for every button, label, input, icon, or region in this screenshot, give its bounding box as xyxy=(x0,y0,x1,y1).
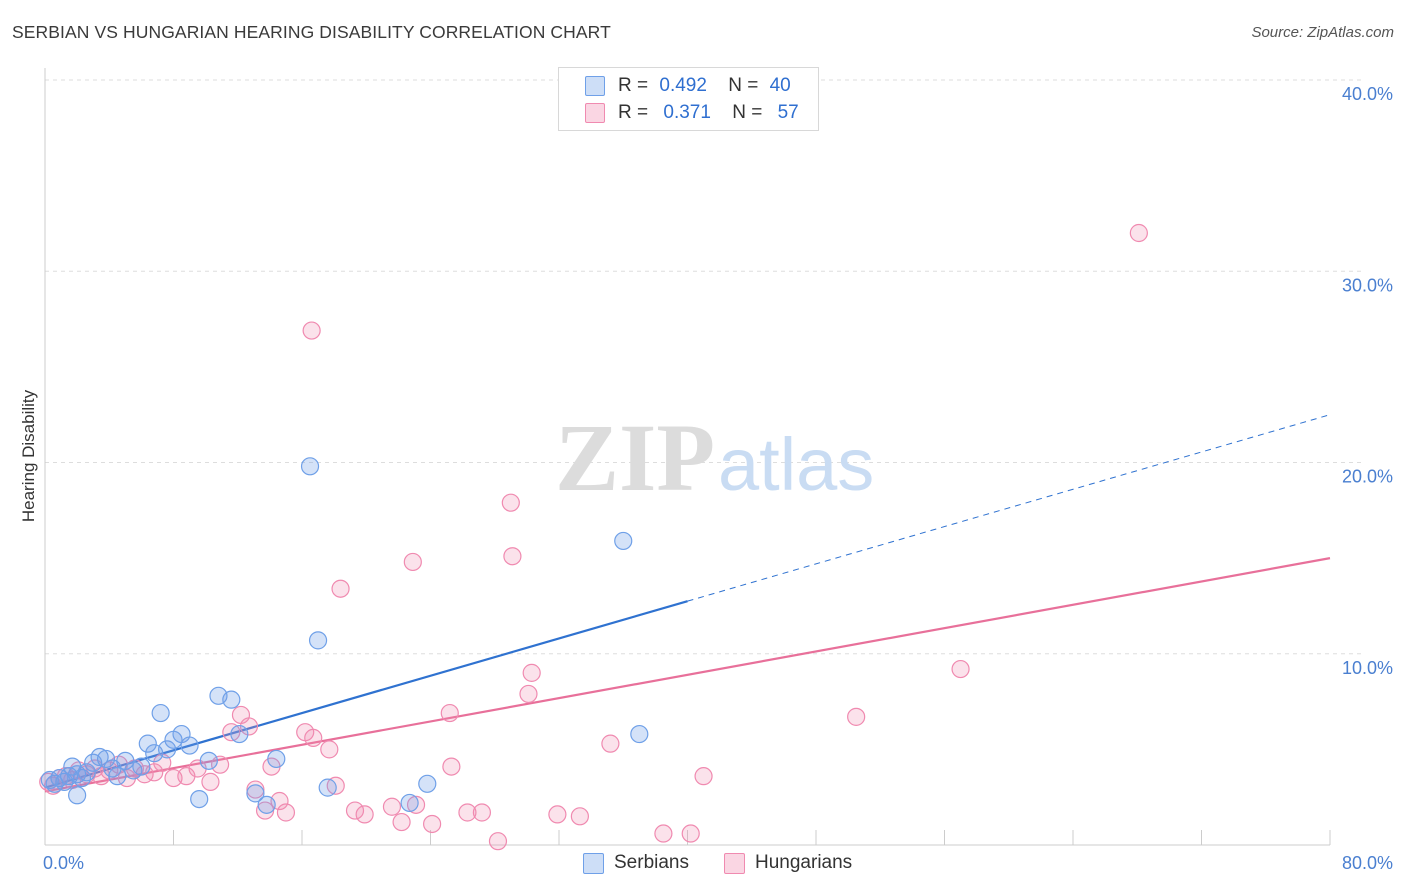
hungarians-r-label: R = xyxy=(618,102,649,123)
hungarians-n-value: 57 xyxy=(777,102,799,123)
hungarians-trend-line xyxy=(44,557,1331,793)
serbians-point xyxy=(77,763,96,782)
hungarians-point xyxy=(1129,223,1148,243)
serbians-point xyxy=(72,768,92,788)
hungarians-n-label: N = xyxy=(732,102,763,123)
hungarians-point xyxy=(694,767,713,786)
grid-lines xyxy=(45,79,1365,655)
hungarians-point xyxy=(392,812,411,832)
serbians-point xyxy=(400,793,419,813)
serbians-point xyxy=(190,789,209,809)
hungarians-point xyxy=(406,795,426,814)
serbians-point xyxy=(157,740,177,759)
serbians-swatch xyxy=(585,76,605,96)
serbians-point xyxy=(630,724,649,744)
x-tick-label: 80.0% xyxy=(1342,853,1393,873)
y-tick-label: 20.0% xyxy=(1342,467,1393,487)
serbians-point xyxy=(151,703,170,723)
hungarians-point xyxy=(331,579,350,598)
x-tick-label: 0.0% xyxy=(43,853,84,873)
hungarians-point xyxy=(440,703,459,723)
serbians-point xyxy=(199,751,218,770)
data-points xyxy=(39,223,1148,851)
axes xyxy=(44,68,1331,846)
hungarians-point xyxy=(210,755,230,774)
hungarians-point xyxy=(382,797,402,816)
serbians-point xyxy=(108,767,127,786)
hungarians-r-value: 0.371 xyxy=(663,102,711,123)
hungarians-point xyxy=(601,734,620,753)
bottom-hungarians-label: Hungarians xyxy=(755,852,853,873)
hungarians-point xyxy=(355,805,374,824)
y-tick-label: 10.0% xyxy=(1342,658,1393,678)
serbians-n-value: 40 xyxy=(769,75,791,96)
watermark-zip: ZIP xyxy=(555,404,715,511)
hungarians-point xyxy=(304,728,323,748)
watermark: ZIP atlas xyxy=(555,404,874,511)
hungarians-point xyxy=(320,740,339,759)
serbians-point xyxy=(132,757,151,776)
hungarians-point xyxy=(442,757,461,776)
hungarians-point xyxy=(654,824,673,843)
serbians-point xyxy=(418,774,437,793)
hungarians-point xyxy=(302,321,321,340)
hungarians-point xyxy=(548,805,567,824)
bottom-serbians-swatch xyxy=(583,853,604,874)
serbians-point xyxy=(318,778,337,797)
hungarians-point xyxy=(951,659,970,679)
hungarians-point xyxy=(522,663,541,682)
hungarians-point xyxy=(246,780,265,799)
serbians-point xyxy=(300,457,320,476)
hungarians-point xyxy=(501,493,520,512)
serbians-point xyxy=(68,786,87,805)
serbians-r-value: 0.492 xyxy=(659,75,707,96)
serbians-n-label: N = xyxy=(728,75,759,96)
serbians-point xyxy=(222,690,241,709)
serbians-point xyxy=(246,784,265,803)
hungarians-point xyxy=(681,824,700,843)
trend-lines xyxy=(44,414,1331,793)
hungarians-point xyxy=(239,717,259,736)
hungarians-point xyxy=(847,707,866,726)
serbians-point xyxy=(230,724,249,744)
serbians-point xyxy=(180,736,199,755)
source-note: Source: ZipAtlas.com xyxy=(1251,24,1394,41)
y-tick-label: 40.0% xyxy=(1342,84,1393,104)
y-tick-label: 30.0% xyxy=(1342,275,1393,295)
tick-labels: 10.0% 20.0% 30.0% 40.0% 0.0% 80.0% xyxy=(43,84,1393,873)
serbians-trend-line xyxy=(44,600,688,789)
serbians-point xyxy=(267,749,286,769)
chart-title: SERBIAN VS HUNGARIAN HEARING DISABILITY … xyxy=(12,22,611,42)
serbians-point xyxy=(257,795,276,814)
hungarians-point xyxy=(345,801,365,820)
serbians-r-label: R = xyxy=(618,75,649,96)
hungarians-point xyxy=(503,547,522,566)
serbians-point xyxy=(90,747,109,767)
serbians-point xyxy=(614,531,633,551)
bottom-serbians-label: Serbians xyxy=(614,852,689,873)
hungarians-point xyxy=(519,684,538,704)
y-axis-label: Hearing Disability xyxy=(19,389,38,522)
hungarians-point xyxy=(276,803,296,822)
bottom-hungarians-swatch xyxy=(724,853,745,874)
hungarians-point xyxy=(423,814,442,834)
hungarians-point xyxy=(458,803,477,822)
hungarians-swatch xyxy=(585,103,605,123)
hungarians-point xyxy=(201,772,220,791)
serbians-point xyxy=(96,749,116,769)
serbians-trend-extension xyxy=(687,414,1331,602)
serbians-point xyxy=(138,734,157,753)
hungarians-point xyxy=(488,832,508,851)
hungarians-point xyxy=(472,803,491,822)
hungarians-point xyxy=(570,807,589,826)
hungarians-point xyxy=(403,552,422,572)
correlation-legend: R = 0.492 N = 40 R = 0.371 N = 57 xyxy=(558,67,819,131)
watermark-atlas: atlas xyxy=(718,423,874,506)
serbians-point xyxy=(308,631,328,650)
